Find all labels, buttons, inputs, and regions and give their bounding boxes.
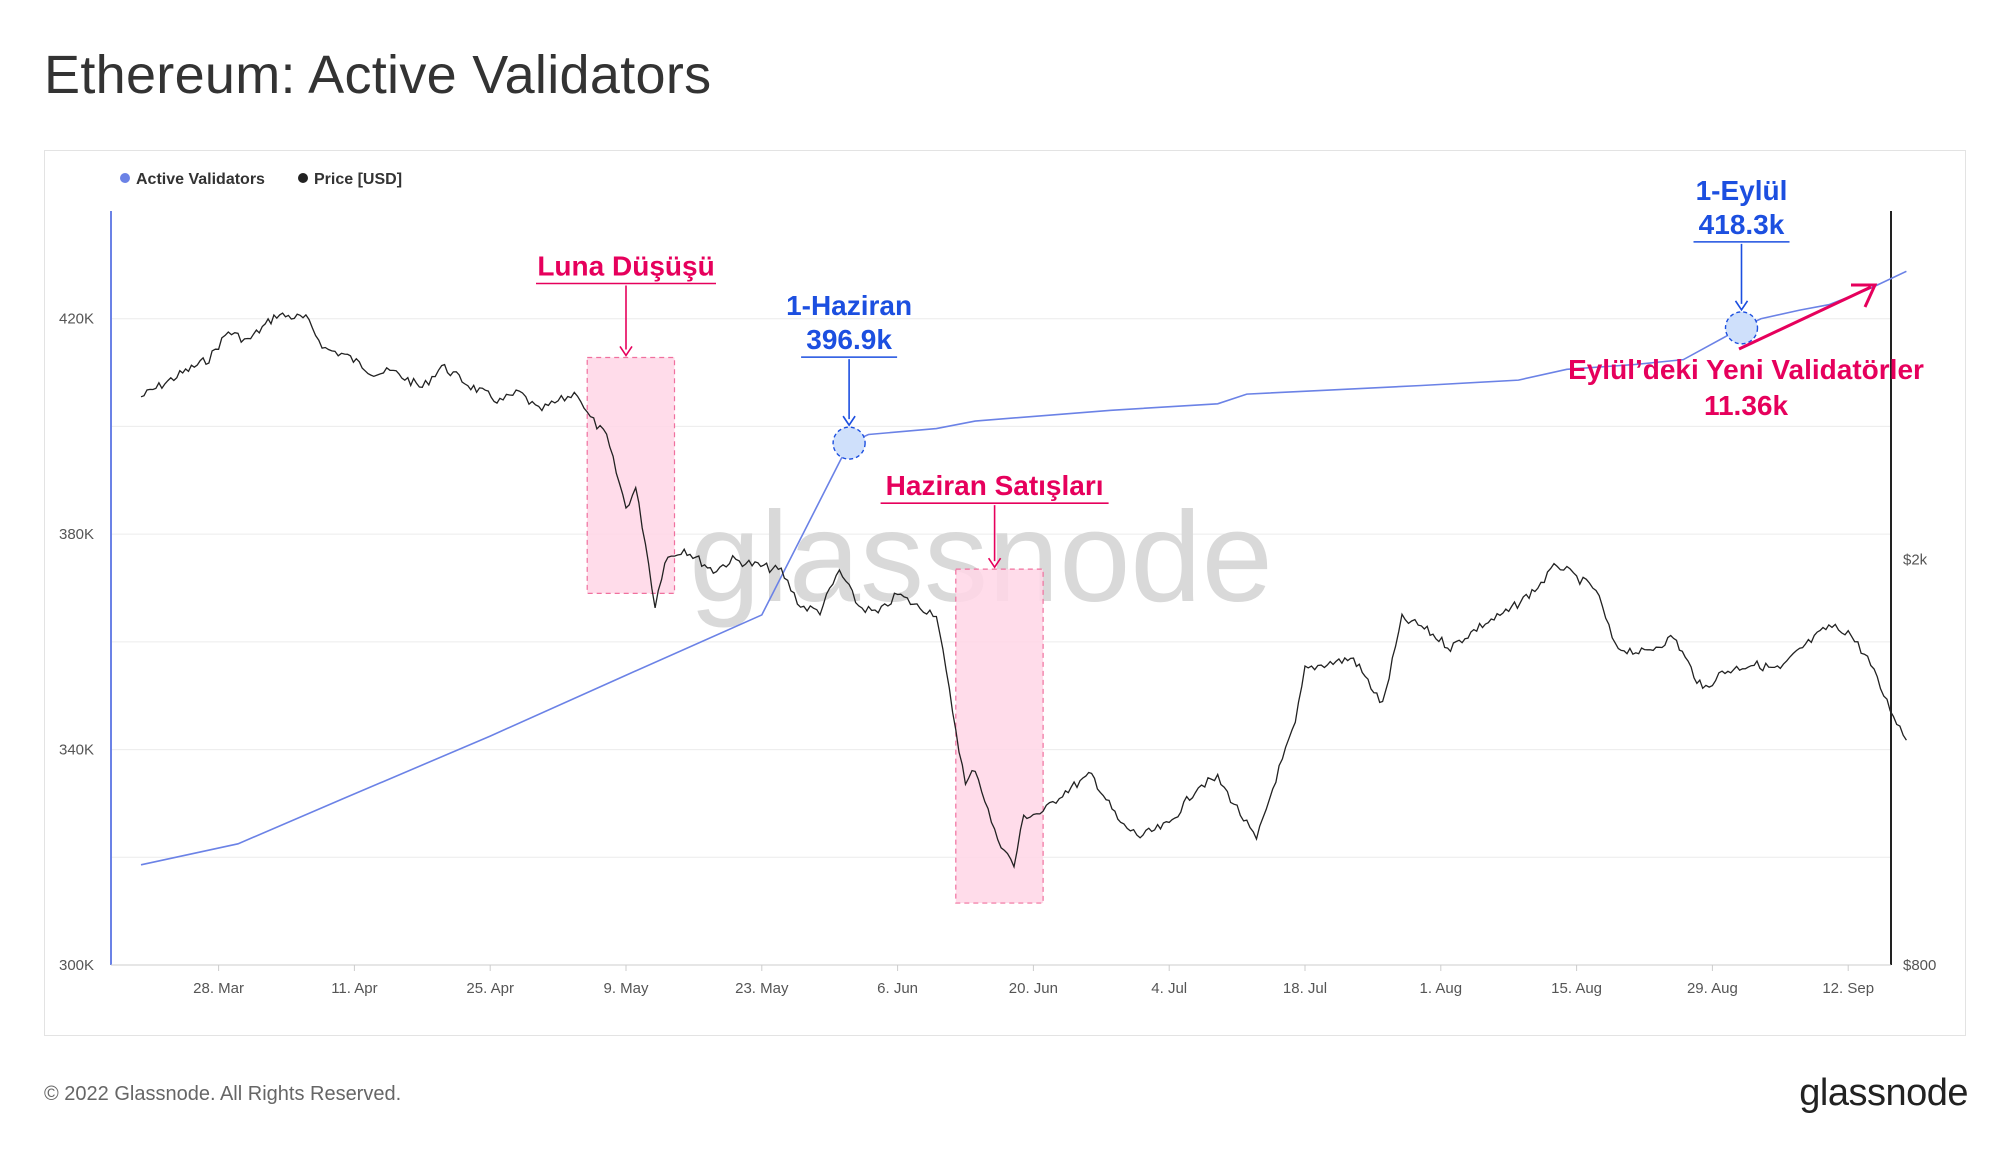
x-tick-label: 6. Jun <box>877 980 918 997</box>
legend-item-label: Active Validators <box>136 171 265 188</box>
annotation-september-note: Eylül’deki Yeni Validatörler <box>1568 354 1924 385</box>
annotation-september-arrow-head <box>1851 283 1878 308</box>
annotation-june-arrow-head <box>987 557 1002 569</box>
annotation-luna-crash: Luna Düşüşü <box>537 250 714 281</box>
x-tick-label: 29. Aug <box>1687 980 1738 997</box>
annotation-june-selloff: Haziran Satışları <box>886 470 1104 501</box>
annotation-september-count: 11.36k <box>1704 390 1789 421</box>
x-tick-label: 11. Apr <box>331 980 377 997</box>
highlight-box-2 <box>955 568 1044 904</box>
x-tick-label: 12. Sep <box>1822 980 1874 997</box>
chart-panel: glassnode 300K 340K 380K 420K $800 $2k 28. Mar 1… <box>44 150 1966 1036</box>
page-title: Ethereum: Active Validators <box>44 45 712 105</box>
annotation-point-arrow-head <box>842 415 856 427</box>
x-tick-label: 23. May <box>735 980 789 997</box>
x-tick-label: 9. May <box>603 980 649 997</box>
y-left-tick-label: 420K <box>59 311 94 328</box>
highlight-box-1 <box>586 356 676 594</box>
glassnode-logo[interactable]: glassnode <box>1799 1072 1968 1114</box>
y-left-tick-label: 300K <box>59 957 94 974</box>
series-line-active-validators[interactable] <box>140 270 1907 866</box>
y-left-tick-label: 380K <box>59 526 94 543</box>
annotation-luna-arrow-head <box>619 346 633 357</box>
y-right-tick-label: $800 <box>1903 957 1936 974</box>
copyright-text: © 2022 Glassnode. All Rights Reserved. <box>44 1083 402 1105</box>
x-tick-label: 25. Apr <box>466 980 514 997</box>
series-line-price[interactable] <box>140 312 1907 870</box>
annotation-value-label: 418.3k <box>1699 209 1785 240</box>
annotation-point-arrow-head <box>1734 300 1749 312</box>
annotation-value-label: 396.9k <box>806 324 892 355</box>
x-tick-label: 1. Aug <box>1420 980 1463 997</box>
x-tick-label: 4. Jul <box>1151 980 1187 997</box>
legend-item-label: Price [USD] <box>314 171 402 188</box>
x-tick-label: 28. Mar <box>193 980 244 997</box>
annotation-marker-2[interactable] <box>832 426 866 460</box>
x-tick-label: 20. Jun <box>1009 980 1058 997</box>
legend-marker-1[interactable] <box>120 173 130 183</box>
y-left-tick-label: 340K <box>59 742 94 759</box>
annotation-september-arrow-line <box>1738 285 1872 351</box>
y-right-tick-label: $2k <box>1903 552 1928 569</box>
x-tick-label: 15. Aug <box>1551 980 1602 997</box>
annotation-date-label: 1-Haziran <box>786 290 912 321</box>
annotation-date-label: 1-Eylül <box>1696 175 1788 206</box>
legend-marker-2[interactable] <box>298 173 308 183</box>
annotation-marker-3[interactable] <box>1724 311 1759 345</box>
x-tick-label: 18. Jul <box>1283 980 1327 997</box>
